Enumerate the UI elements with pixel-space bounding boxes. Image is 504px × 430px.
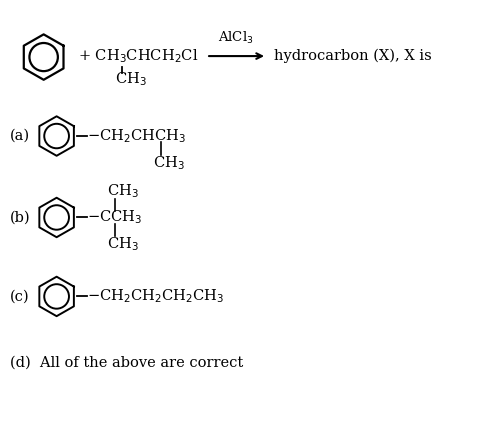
Text: (c): (c) bbox=[10, 289, 30, 304]
Text: (b): (b) bbox=[10, 210, 31, 224]
Text: $-$CCH$_3$: $-$CCH$_3$ bbox=[87, 209, 142, 226]
Text: $-$CH$_2$CH$_2$CH$_2$CH$_3$: $-$CH$_2$CH$_2$CH$_2$CH$_3$ bbox=[87, 288, 224, 305]
Text: $-$CH$_2$CHCH$_3$: $-$CH$_2$CHCH$_3$ bbox=[87, 127, 185, 145]
Text: hydrocarbon (X), X is: hydrocarbon (X), X is bbox=[275, 49, 432, 63]
Text: CH$_3$: CH$_3$ bbox=[107, 182, 139, 200]
Text: CH$_3$: CH$_3$ bbox=[153, 154, 185, 172]
Text: CH$_3$: CH$_3$ bbox=[115, 71, 147, 88]
Text: (a): (a) bbox=[10, 129, 30, 143]
Text: + CH$_3$CHCH$_2$Cl: + CH$_3$CHCH$_2$Cl bbox=[78, 47, 198, 65]
Text: AlCl$_3$: AlCl$_3$ bbox=[218, 30, 254, 46]
Text: (d)  All of the above are correct: (d) All of the above are correct bbox=[10, 356, 243, 370]
Text: CH$_3$: CH$_3$ bbox=[107, 235, 139, 253]
